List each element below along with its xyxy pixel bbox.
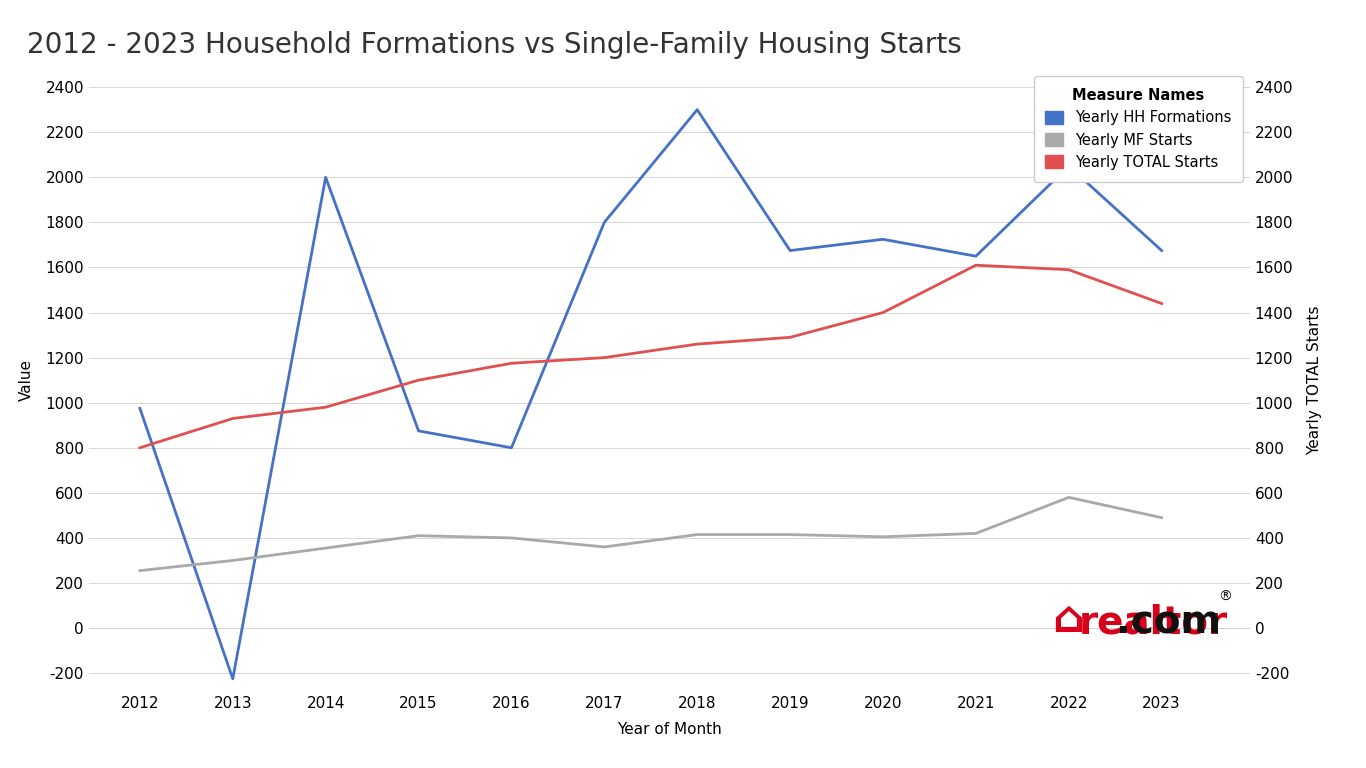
Text: ®: ® bbox=[1218, 590, 1232, 604]
Y-axis label: Yearly TOTAL Starts: Yearly TOTAL Starts bbox=[1307, 306, 1322, 455]
Text: .com: .com bbox=[1116, 604, 1221, 641]
Text: 2012 - 2023 Household Formations vs Single-Family Housing Starts: 2012 - 2023 Household Formations vs Sing… bbox=[27, 31, 962, 58]
X-axis label: Year of Month: Year of Month bbox=[617, 722, 721, 737]
Text: realtor: realtor bbox=[1079, 604, 1228, 641]
Y-axis label: Value: Value bbox=[19, 359, 34, 401]
Text: ⌂: ⌂ bbox=[1053, 598, 1085, 641]
Legend: Yearly HH Formations, Yearly MF Starts, Yearly TOTAL Starts: Yearly HH Formations, Yearly MF Starts, … bbox=[1034, 76, 1243, 181]
